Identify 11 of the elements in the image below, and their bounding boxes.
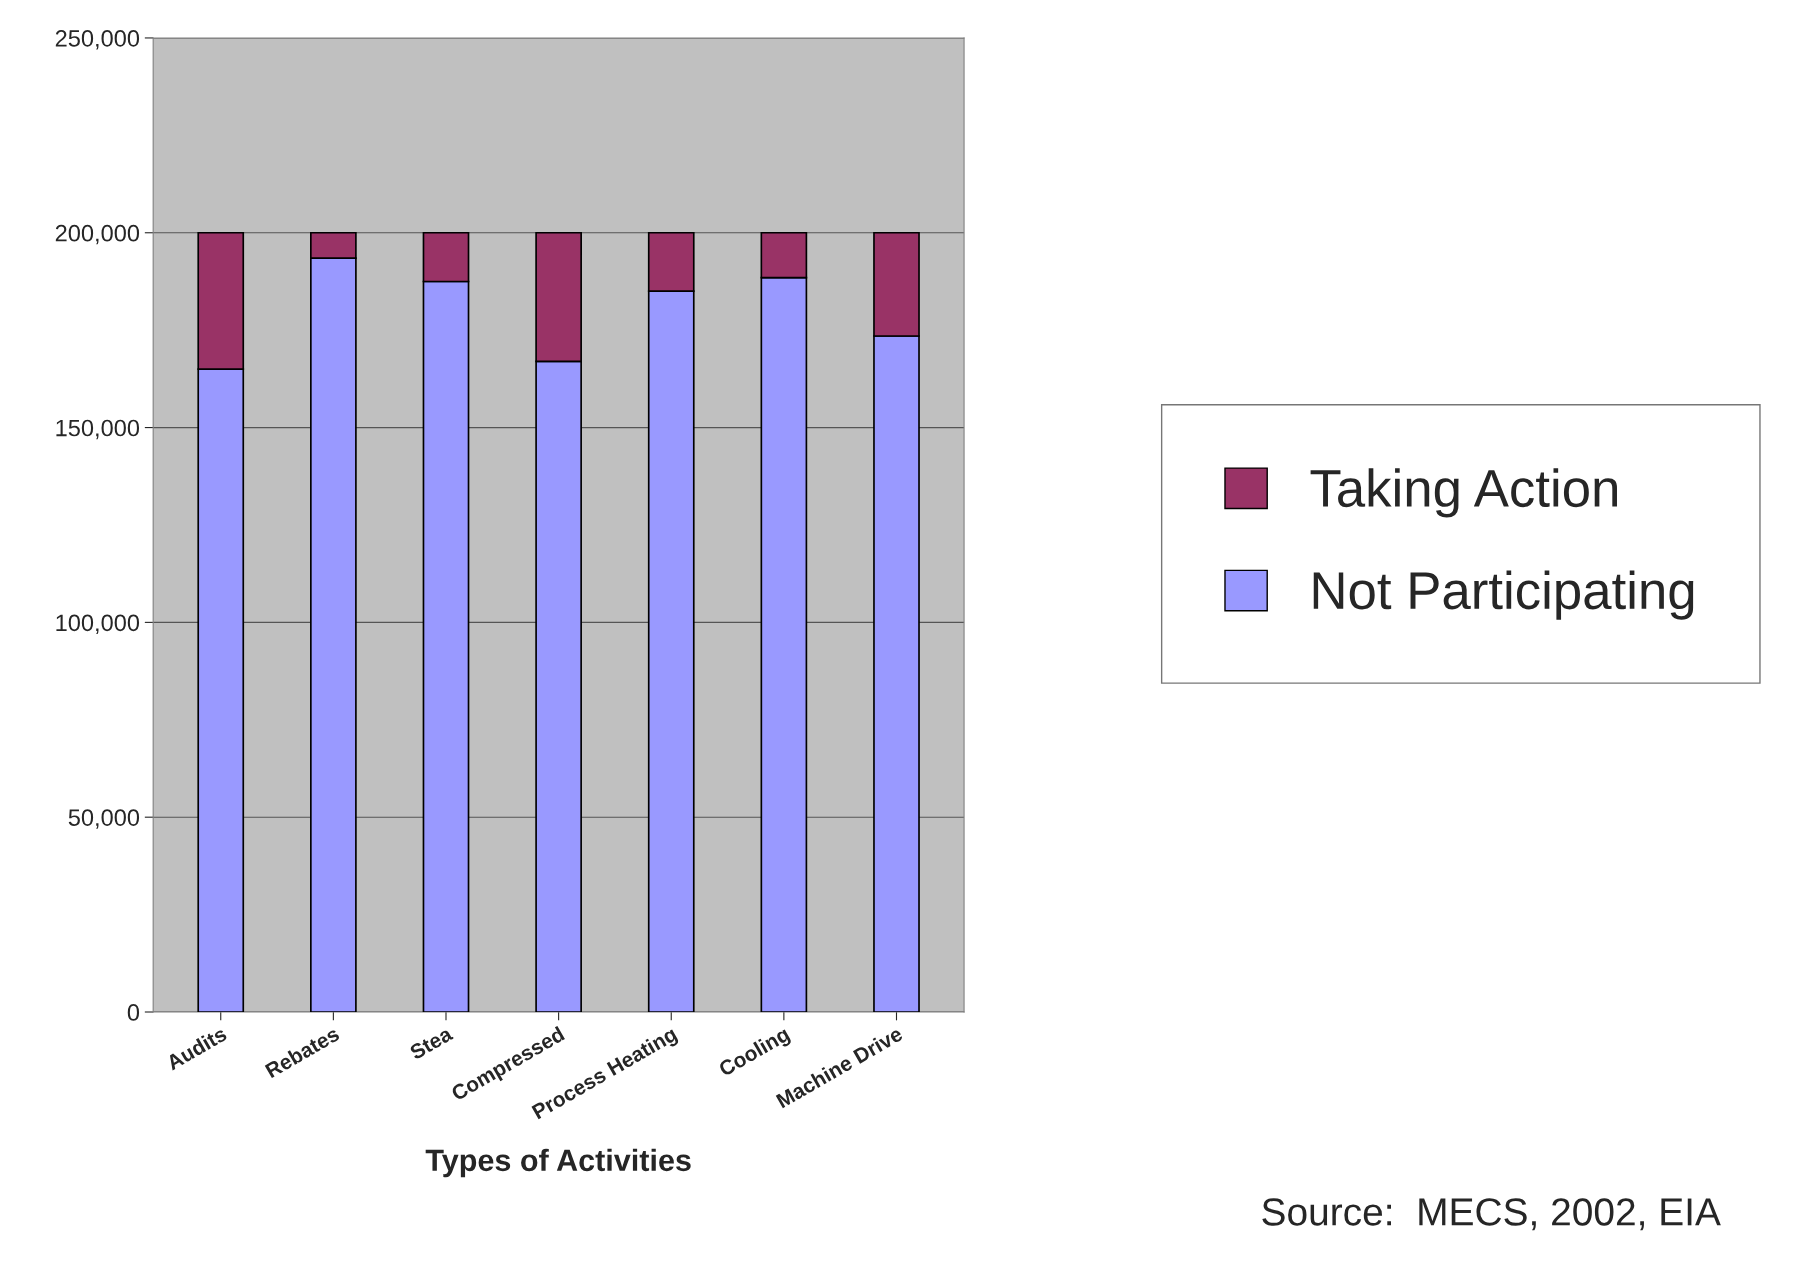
y-tick-label: 200,000 [55,224,140,245]
legend-label: Not Participating [1313,570,1694,620]
legend-label: Taking Action [1310,468,1617,518]
source-note: Source: MECS, 2002, EIA [1262,1198,1721,1231]
y-tick-label: 100,000 [56,614,140,634]
y-tick-label: 150,000 [56,419,140,440]
y-tick-label: 0 [127,1004,140,1021]
y-tick-label: 50,000 [68,809,140,829]
y-tick-label: 250,000 [55,30,140,50]
x-axis-title: Types of Activities [425,1148,691,1178]
x-tick-label: Stea [408,1025,454,1061]
